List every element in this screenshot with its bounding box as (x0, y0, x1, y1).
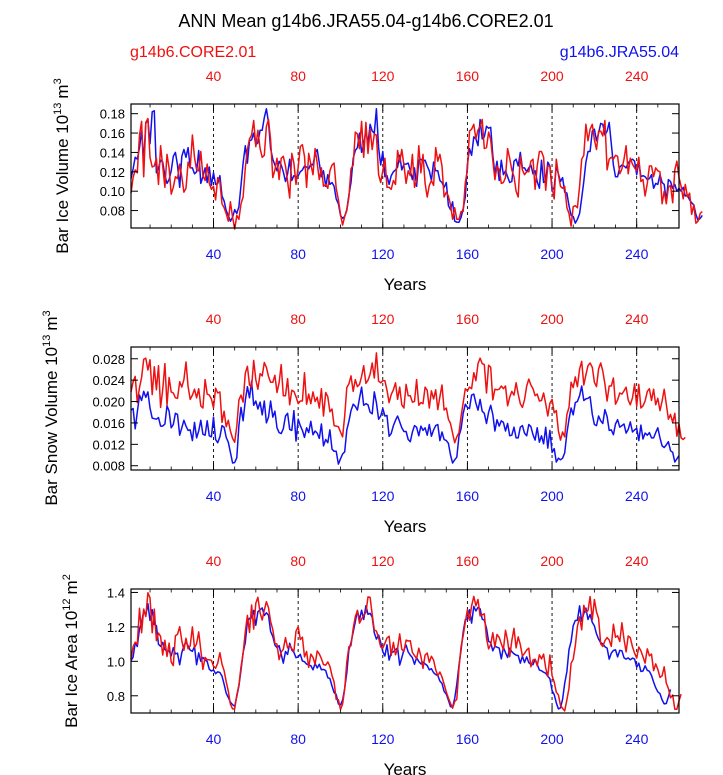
y-axis-label: Bar Ice Volume 1013 m3 (52, 78, 72, 253)
x-tick-label-bottom: 240 (625, 731, 649, 747)
x-tick-label-bottom: 80 (290, 731, 306, 747)
x-tick-label-top: 80 (290, 311, 306, 327)
x-tick-label-top: 120 (371, 68, 395, 84)
y-tick-label: 0.14 (100, 145, 125, 160)
x-tick-label-bottom: 160 (456, 488, 480, 504)
panels: 0.08 0.10 0.12 0.14 0.16 0.18 40 40 80 80 120 120 16… (41, 68, 703, 775)
x-tick-label-bottom: 40 (206, 731, 222, 747)
y-axis-label-unit-exponent: 2 (61, 574, 73, 580)
y-tick-label: 0.18 (100, 107, 125, 122)
y-tick-label: 0.10 (100, 184, 125, 199)
x-tick-label-top: 160 (456, 68, 480, 84)
y-axis-label-exponent: 13 (41, 335, 53, 347)
legend-jra: g14b6.JRA55.04 (560, 44, 679, 61)
x-tick-label-top: 200 (540, 311, 564, 327)
series-jra-line (130, 108, 703, 224)
series-jra-line (130, 380, 680, 465)
y-axis-label-exponent: 12 (61, 598, 73, 610)
x-tick-label-bottom: 80 (290, 488, 306, 504)
x-tick-label-bottom: 40 (206, 246, 222, 262)
y-axis-label-unit: m (53, 84, 72, 98)
y-tick-label: 1.4 (107, 585, 125, 600)
x-tick-label-top: 120 (371, 311, 395, 327)
chart-panel-3: 0.8 1.0 1.2 1.4 40 40 80 80 120 120 160 160 200 200 24… (61, 553, 682, 775)
x-tick-label-bottom: 160 (456, 246, 480, 262)
plot-frame (130, 588, 680, 714)
x-tick-label-bottom: 200 (540, 488, 564, 504)
y-tick-label: 0.024 (92, 373, 125, 388)
y-tick-label: 0.028 (92, 352, 125, 367)
series-core-line (130, 592, 682, 712)
y-tick-label: 0.12 (100, 165, 125, 180)
y-axis-label-unit-exponent: 3 (41, 310, 53, 316)
x-tick-label-top: 120 (371, 553, 395, 569)
y-tick-label: 0.020 (92, 395, 125, 410)
chart-title: ANN Mean g14b6.JRA55.04-g14b6.CORE2.01 (178, 11, 553, 31)
y-tick-label: 0.016 (92, 416, 125, 431)
plot-frame (130, 103, 680, 229)
x-tick-label-top: 160 (456, 553, 480, 569)
legend-core: g14b6.CORE2.01 (130, 44, 256, 61)
x-tick-label-bottom: 80 (290, 246, 306, 262)
x-axis-label: Years (384, 517, 427, 536)
y-axis-label-unit: m (62, 580, 81, 594)
x-tick-label-top: 160 (456, 311, 480, 327)
y-tick-label: 0.08 (100, 204, 125, 219)
x-tick-label-bottom: 120 (371, 731, 395, 747)
x-tick-label-bottom: 240 (625, 488, 649, 504)
chart-panel-2: 0.008 0.012 0.016 0.020 0.024 0.028 40 40 80 80 12… (41, 310, 686, 536)
y-tick-label: 1.0 (107, 654, 125, 669)
series-core-line (130, 352, 686, 444)
x-tick-label-bottom: 120 (371, 246, 395, 262)
y-tick-label: 0.16 (100, 126, 125, 141)
x-tick-label-bottom: 200 (540, 731, 564, 747)
x-tick-label-top: 240 (625, 311, 649, 327)
x-tick-label-top: 40 (206, 311, 222, 327)
x-tick-label-top: 80 (290, 553, 306, 569)
y-axis-label-main: Bar Ice Volume 10 (53, 115, 72, 254)
x-tick-label-top: 40 (206, 553, 222, 569)
series-jra-line (130, 602, 672, 710)
x-tick-label-bottom: 120 (371, 488, 395, 504)
x-tick-label-bottom: 240 (625, 246, 649, 262)
y-axis-label-unit: m (42, 316, 61, 330)
x-tick-label-top: 200 (540, 553, 564, 569)
chart-panel-1: 0.08 0.10 0.12 0.14 0.16 0.18 40 40 80 80 120 120 16… (52, 68, 703, 294)
x-tick-label-bottom: 160 (456, 731, 480, 747)
x-tick-label-bottom: 40 (206, 488, 222, 504)
plot-frame (130, 346, 680, 471)
y-tick-label: 0.008 (92, 459, 125, 474)
x-axis-label: Years (384, 275, 427, 294)
y-axis-label: Bar Ice Area 1012 m2 (61, 574, 81, 728)
x-tick-label-top: 240 (625, 553, 649, 569)
x-tick-label-top: 40 (206, 68, 222, 84)
x-tick-label-bottom: 200 (540, 246, 564, 262)
y-axis-label-exponent: 13 (52, 103, 64, 115)
y-tick-label: 0.8 (107, 689, 125, 704)
x-axis-label: Years (384, 760, 427, 775)
y-tick-label: 1.2 (107, 620, 125, 635)
y-axis-label-main: Bar Ice Area 10 (62, 611, 81, 728)
y-axis-label: Bar Snow Volume 1013 m3 (41, 310, 61, 505)
series-core-line (130, 117, 703, 230)
x-tick-label-top: 200 (540, 68, 564, 84)
x-tick-label-top: 240 (625, 68, 649, 84)
y-axis-label-main: Bar Snow Volume 10 (42, 347, 61, 506)
y-axis-label-unit-exponent: 3 (52, 78, 64, 84)
x-tick-label-top: 80 (290, 68, 306, 84)
y-tick-label: 0.012 (92, 437, 125, 452)
